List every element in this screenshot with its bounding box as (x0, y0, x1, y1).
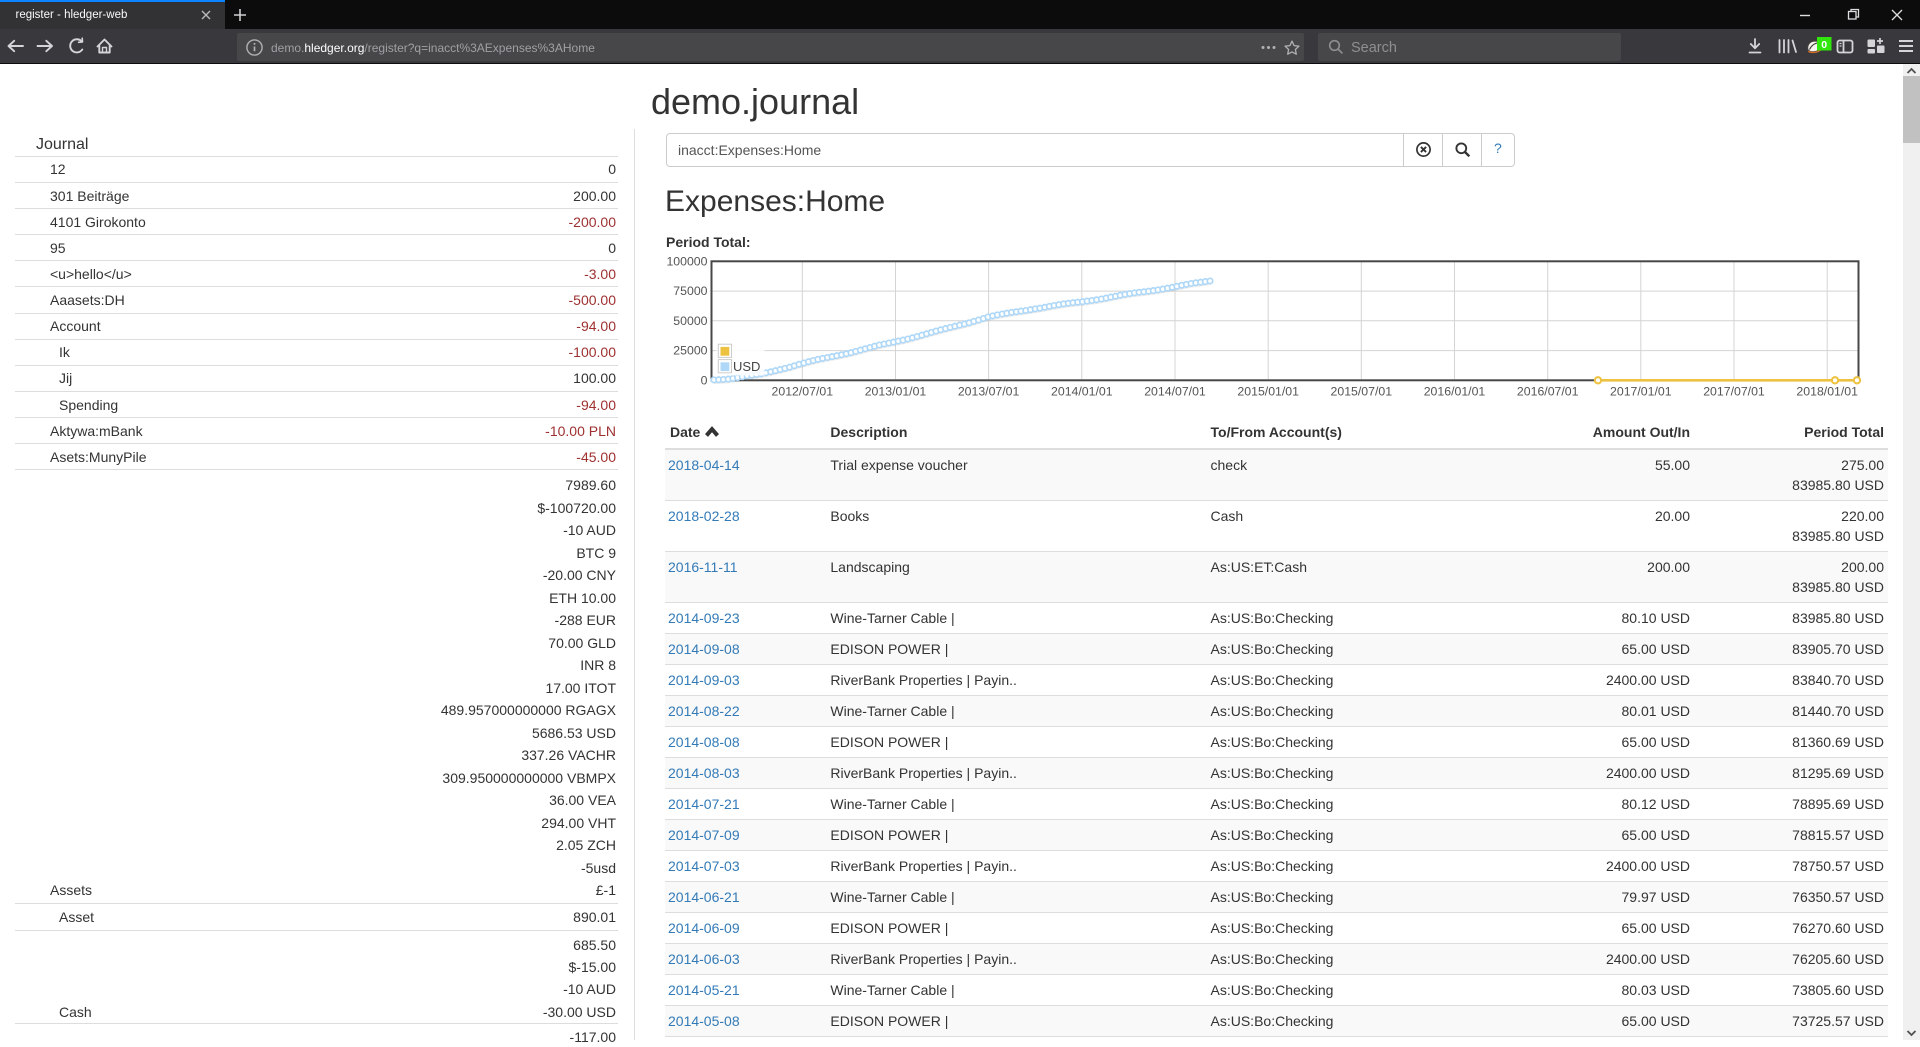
svg-text:100000: 100000 (666, 254, 707, 268)
svg-text:USD: USD (733, 359, 760, 374)
svg-text:2014/01/01: 2014/01/01 (1051, 385, 1113, 399)
svg-text:2016/07/01: 2016/07/01 (1517, 385, 1579, 399)
svg-text:2017/01/01: 2017/01/01 (1610, 385, 1672, 399)
svg-text:2018/01/01: 2018/01/01 (1796, 385, 1858, 399)
svg-text:2015/07/01: 2015/07/01 (1331, 385, 1393, 399)
svg-text:2013/01/01: 2013/01/01 (865, 385, 927, 399)
svg-text:2017/07/01: 2017/07/01 (1703, 385, 1765, 399)
svg-text:2015/01/01: 2015/01/01 (1237, 385, 1299, 399)
svg-text:25000: 25000 (673, 344, 707, 358)
svg-text:50000: 50000 (673, 314, 707, 328)
svg-text:75000: 75000 (673, 284, 707, 298)
svg-text:2016/01/01: 2016/01/01 (1424, 385, 1486, 399)
svg-text:2014/07/01: 2014/07/01 (1144, 385, 1206, 399)
svg-text:2013/07/01: 2013/07/01 (958, 385, 1020, 399)
svg-text:0: 0 (701, 373, 708, 387)
svg-text:2012/07/01: 2012/07/01 (772, 385, 834, 399)
svg-text:0: 0 (1821, 39, 1827, 51)
